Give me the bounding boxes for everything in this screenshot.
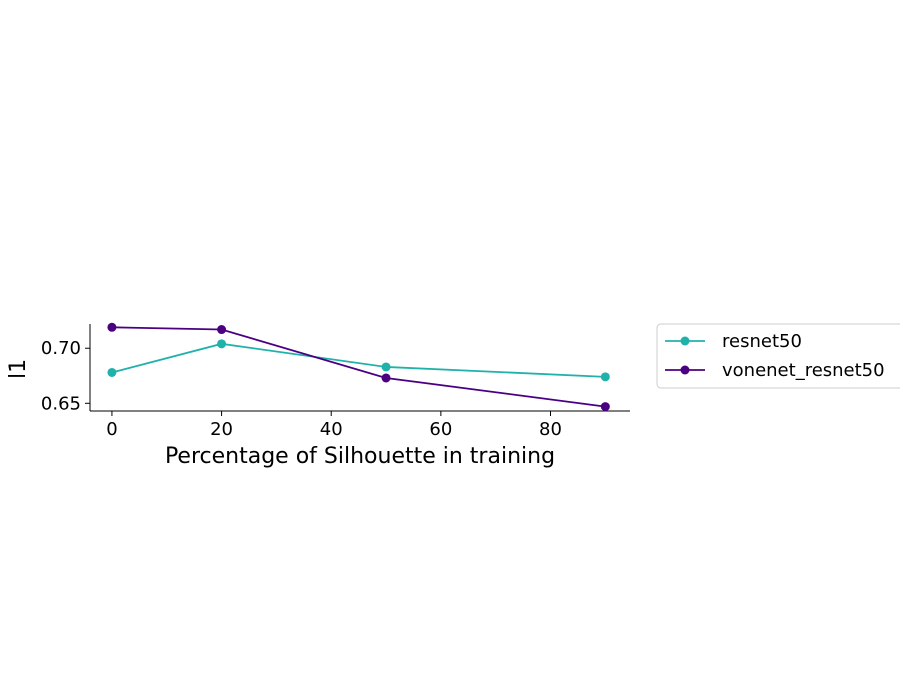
x-axis-label: Percentage of Silhouette in training bbox=[165, 444, 555, 469]
legend-label: resnet50 bbox=[722, 331, 802, 352]
y-axis-label: l1 bbox=[6, 359, 31, 379]
data-point-vonenet_resnet50 bbox=[381, 373, 391, 383]
legend-marker bbox=[680, 336, 690, 346]
legend: resnet50 vonenet_resnet50 bbox=[656, 323, 900, 389]
y-tick-label: 0.70 bbox=[41, 338, 81, 359]
data-point-vonenet_resnet50 bbox=[217, 325, 227, 335]
series-line-vonenet_resnet50 bbox=[111, 326, 606, 408]
series-group bbox=[107, 322, 610, 412]
data-point-resnet50 bbox=[107, 367, 117, 377]
data-point-resnet50 bbox=[600, 372, 610, 382]
data-point-vonenet_resnet50 bbox=[107, 322, 117, 332]
y-tick-label: 0.65 bbox=[41, 393, 81, 414]
data-point-vonenet_resnet50 bbox=[600, 402, 610, 412]
x-ticks: 0 20 40 60 80 bbox=[106, 411, 562, 440]
data-point-resnet50 bbox=[381, 362, 391, 372]
x-tick-label: 20 bbox=[210, 419, 233, 440]
x-tick-label: 80 bbox=[539, 419, 562, 440]
x-tick-label: 0 bbox=[106, 419, 117, 440]
y-ticks: 0.65 0.70 bbox=[41, 338, 90, 414]
legend-label: vonenet_resnet50 bbox=[722, 360, 885, 381]
legend-marker bbox=[680, 365, 690, 375]
x-tick-label: 60 bbox=[429, 419, 452, 440]
data-point-resnet50 bbox=[217, 339, 227, 349]
series-line-resnet50 bbox=[111, 342, 606, 378]
legend-items: resnet50 vonenet_resnet50 bbox=[665, 331, 885, 381]
x-tick-label: 40 bbox=[320, 419, 343, 440]
legend-frame bbox=[656, 323, 900, 389]
